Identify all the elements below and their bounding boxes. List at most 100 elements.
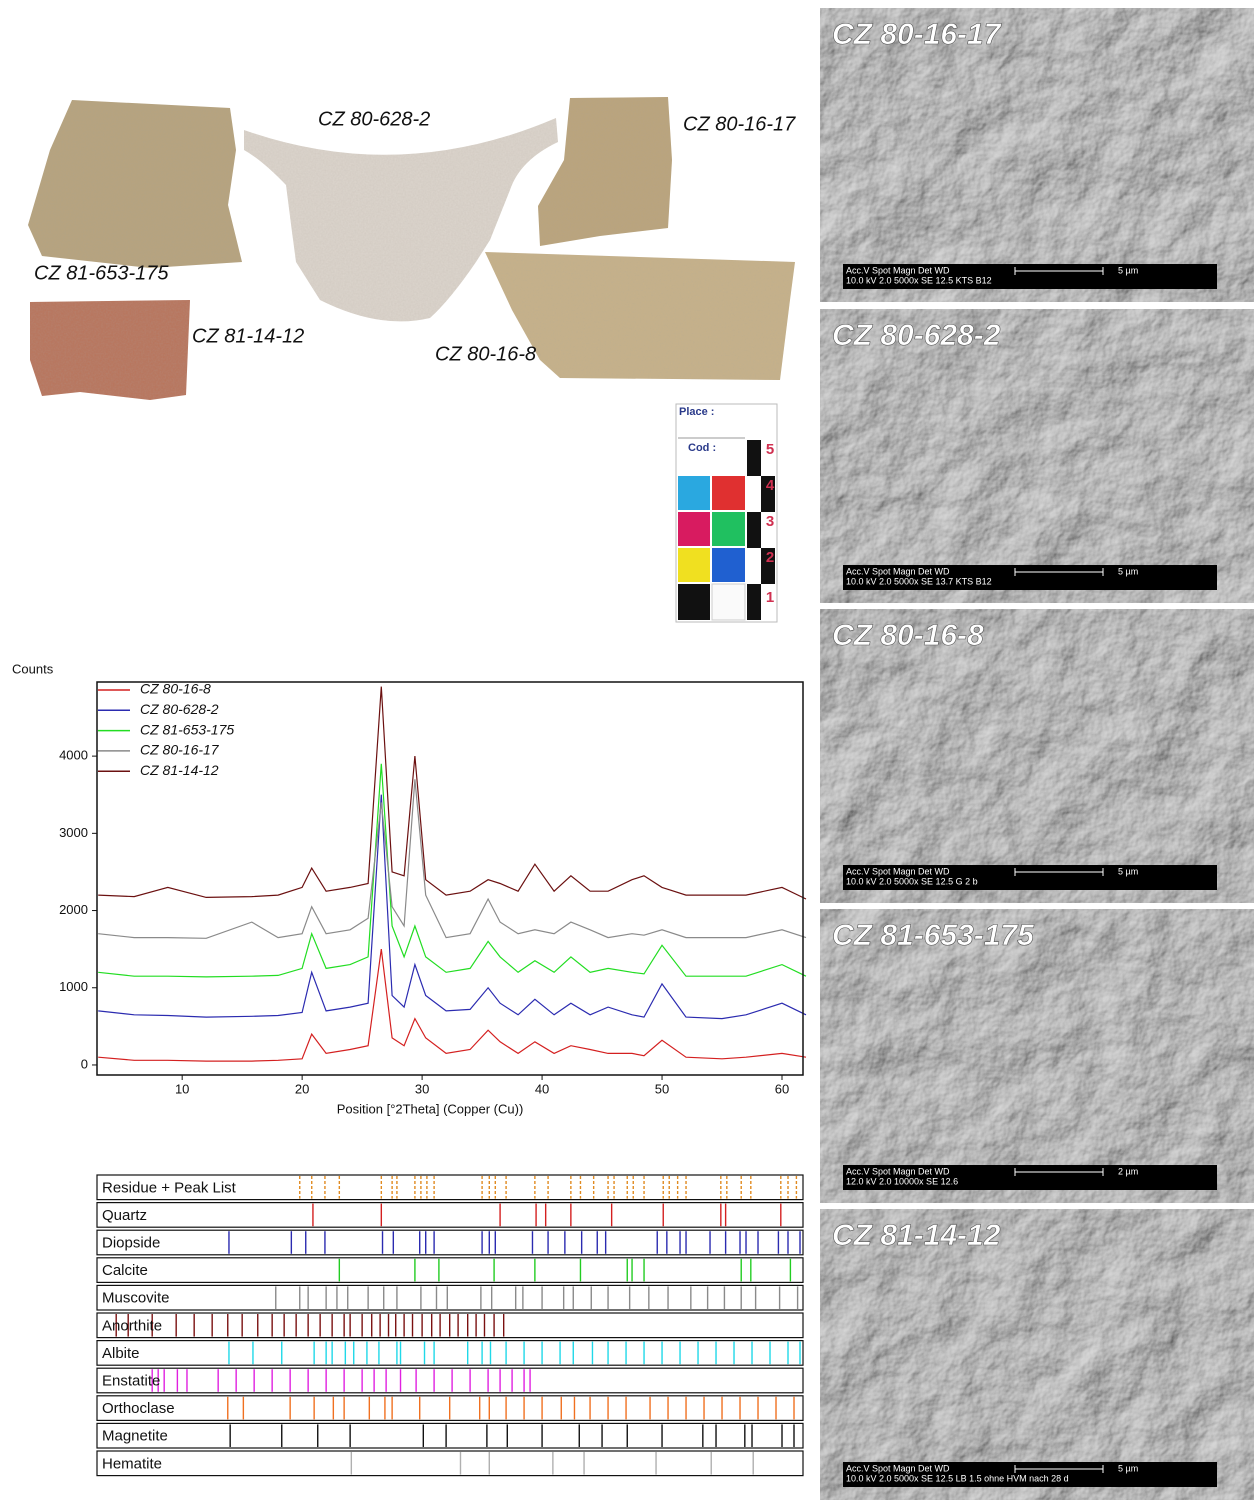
info-header: Acc.V Spot Magn Det WD [846, 1166, 950, 1176]
scale-label: 5 µm [1118, 566, 1138, 576]
phase-name: Orthoclase [102, 1400, 175, 1417]
info-bar [843, 1462, 1217, 1487]
card-scale: 5 4 3 2 1 [766, 441, 775, 606]
x-tick-label: 30 [415, 1081, 429, 1096]
y-tick-label: 4000 [59, 748, 88, 763]
phase-name: Residue + Peak List [102, 1179, 237, 1196]
legend-label: CZ 80-16-8 [140, 681, 211, 697]
sherd [30, 300, 190, 400]
sherd-label: CZ 81-653-175 [34, 262, 169, 284]
swatch [712, 512, 745, 546]
xrd-line [98, 794, 807, 1020]
legend-label: CZ 81-653-175 [140, 721, 234, 737]
legend-label: CZ 81-14-12 [140, 762, 219, 778]
y-tick-label: 2000 [59, 902, 88, 917]
x-tick-label: 50 [655, 1081, 669, 1096]
y-tick-label: 3000 [59, 825, 88, 840]
swatch [678, 476, 710, 510]
info-bar [843, 865, 1217, 890]
sem-image [820, 8, 1254, 302]
checker [761, 548, 775, 584]
phase-name: Calcite [102, 1262, 148, 1279]
y-tick-label: 0 [81, 1056, 88, 1071]
card-number: 3 [766, 513, 774, 530]
card-number: 2 [766, 549, 774, 566]
phase-name: Diopside [102, 1234, 160, 1251]
sem-label: CZ 80-16-17 [832, 18, 1002, 51]
plot-frame [96, 681, 804, 1076]
info-header: Acc.V Spot Magn Det WD [846, 265, 950, 275]
phase-row [96, 1450, 804, 1477]
phase-name: Quartz [102, 1207, 147, 1224]
info-bar [843, 565, 1217, 590]
phase-row [96, 1257, 804, 1284]
sherd [28, 100, 242, 268]
xrd-chart: Counts Position [°2Theta] (Copper (Cu)) 0 1… [12, 661, 807, 1116]
phase-name: Enstatite [102, 1372, 160, 1389]
swatch [678, 584, 710, 620]
info-values: 10.0 kV 2.0 5000x SE 12.5 KTS B12 [846, 275, 992, 285]
swatch [712, 548, 745, 582]
phase-row [96, 1284, 804, 1311]
phase-row [96, 1201, 804, 1228]
sherd [244, 118, 558, 322]
xrd-line [98, 763, 807, 978]
info-header: Acc.V Spot Magn Det WD [846, 566, 950, 576]
phase-name: Hematite [102, 1455, 162, 1472]
phase-row [96, 1339, 804, 1366]
sherd [538, 97, 672, 246]
y-axis-label: Counts [12, 661, 54, 676]
info-bar [843, 264, 1217, 289]
sem-image [820, 309, 1254, 603]
card-place: Place : [679, 406, 714, 418]
swatch [712, 476, 745, 510]
xrd-line [98, 686, 807, 900]
sherd-label: CZ 80-16-17 [683, 113, 796, 135]
legend-label: CZ 80-628-2 [140, 701, 219, 717]
card-code: Cod : [688, 442, 716, 454]
phase-name: Magnetite [102, 1428, 168, 1445]
info-header: Acc.V Spot Magn Det WD [846, 866, 950, 876]
y-tick-label: 1000 [59, 979, 88, 994]
legend-label: CZ 80-16-17 [140, 742, 220, 758]
info-values: 10.0 kV 2.0 5000x SE 12.5 G 2 b [846, 876, 978, 886]
sherd-label: CZ 80-16-8 [435, 343, 536, 365]
xrd-line [98, 779, 807, 939]
card-number: 1 [766, 589, 774, 606]
swatch [678, 512, 710, 546]
x-tick-label: 20 [295, 1081, 309, 1096]
sem-image [820, 609, 1254, 903]
scale-label: 2 µm [1118, 1166, 1138, 1176]
phase-name: Muscovite [102, 1290, 170, 1307]
phase-name: Anorthite [102, 1317, 162, 1334]
scale-label: 5 µm [1118, 1463, 1138, 1473]
sem-label: CZ 80-628-2 [832, 319, 1001, 352]
checker [747, 440, 761, 476]
swatch [711, 583, 746, 621]
phase-name: Albite [102, 1345, 140, 1362]
swatch [678, 548, 710, 582]
info-values: 10.0 kV 2.0 5000x SE 12.5 LB 1.5 ohne HV… [846, 1473, 1069, 1483]
checker [747, 512, 761, 548]
sherd [485, 252, 795, 380]
sem-image [820, 1209, 1254, 1500]
card-number: 4 [766, 477, 775, 494]
sherd-photos [28, 97, 795, 400]
phase-row [96, 1422, 804, 1449]
sherd-label: CZ 81-14-12 [192, 325, 304, 347]
x-tick-label: 40 [535, 1081, 549, 1096]
info-bar [843, 1165, 1217, 1190]
info-header: Acc.V Spot Magn Det WD [846, 1463, 950, 1473]
info-values: 12.0 kV 2.0 10000x SE 12.6 [846, 1176, 958, 1186]
color-card: Place : Cod : [675, 403, 778, 623]
sem-label: CZ 80-16-8 [832, 619, 984, 652]
scale-label: 5 µm [1118, 866, 1138, 876]
x-tick-label: 60 [775, 1081, 789, 1096]
card-number: 5 [766, 441, 774, 458]
info-values: 10.0 kV 2.0 5000x SE 13.7 KTS B12 [846, 576, 992, 586]
x-axis-label: Position [°2Theta] (Copper (Cu)) [337, 1101, 524, 1116]
xrd-line [98, 949, 807, 1062]
phase-row [96, 1229, 804, 1256]
